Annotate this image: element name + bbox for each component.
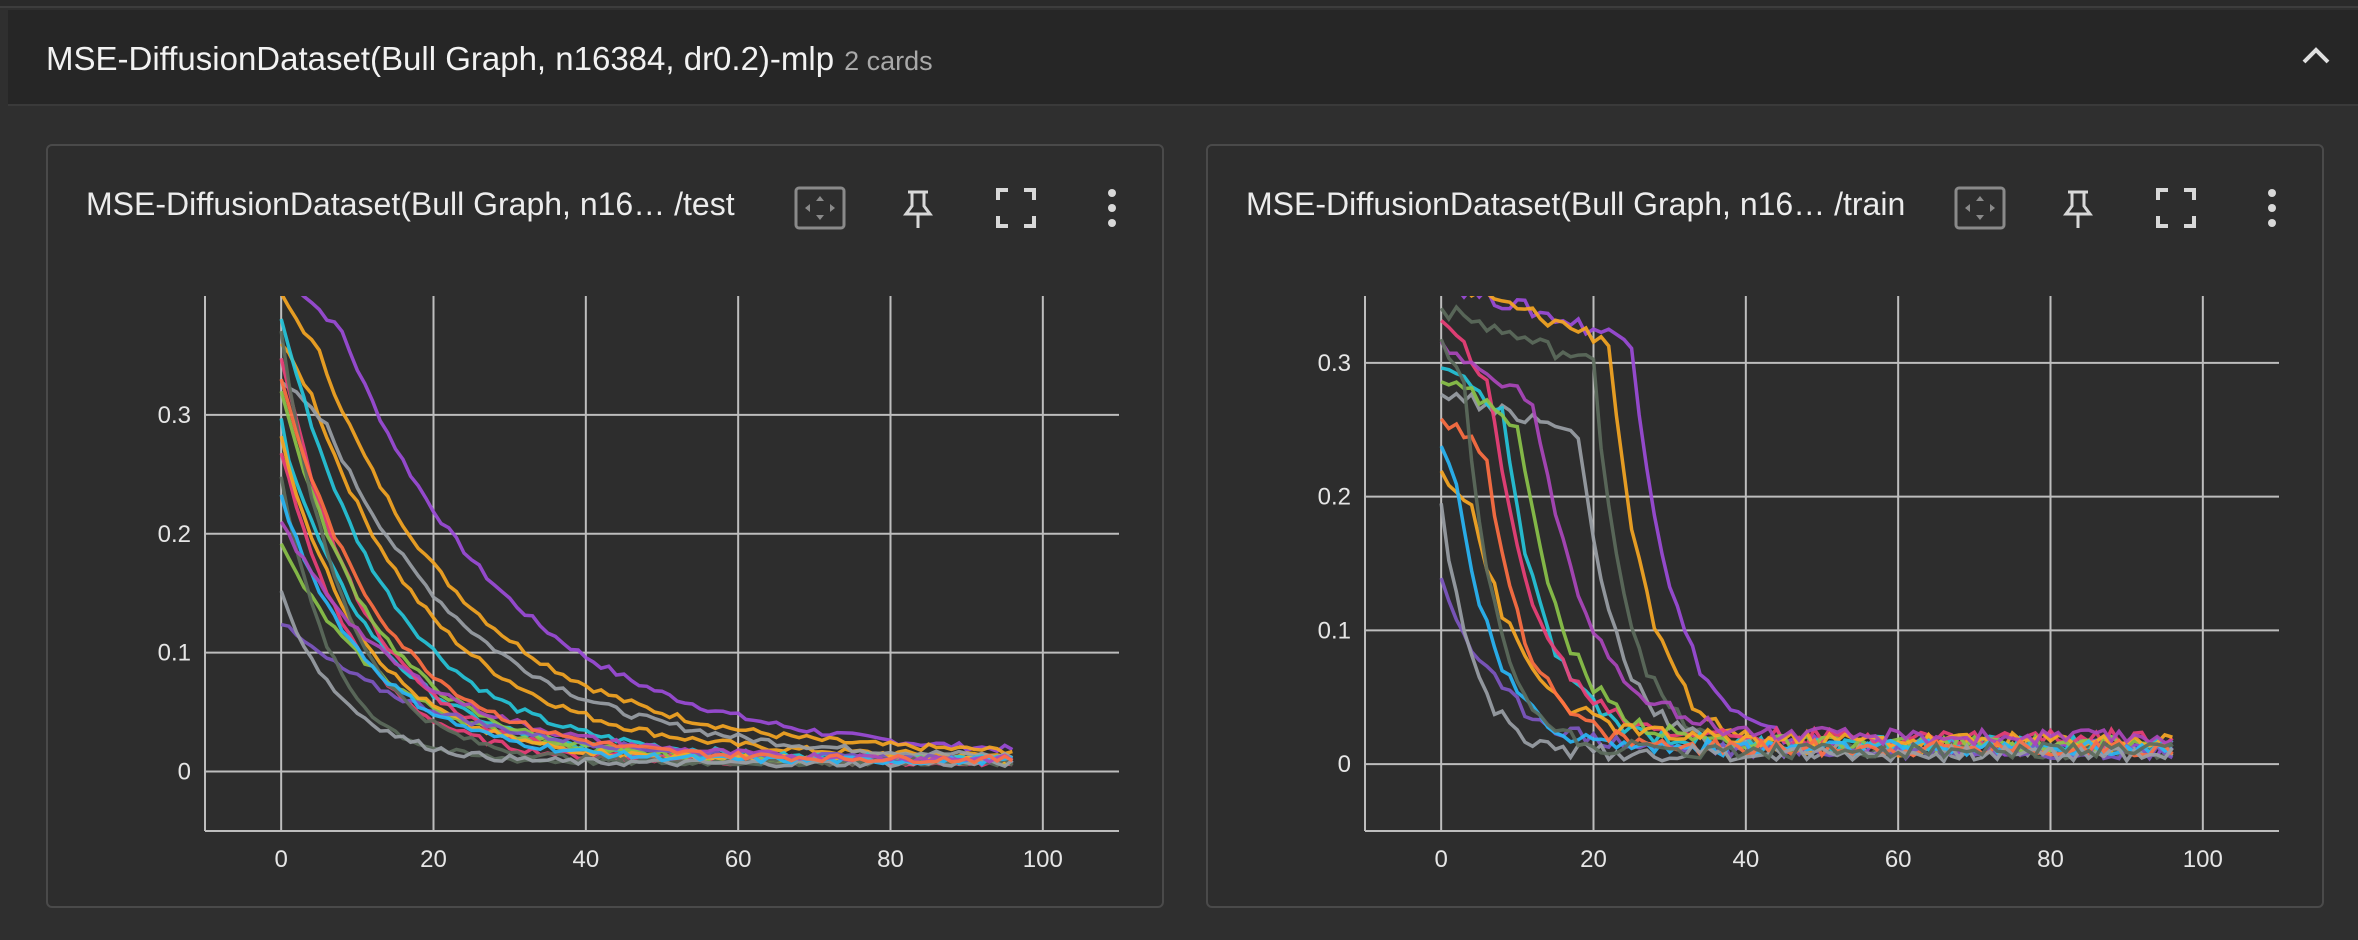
y-tick-label: 0.1 [1318,617,1351,644]
series-line [280,296,1013,756]
fit-domain-icon[interactable] [1952,180,2008,236]
y-tick-label: 0.1 [158,640,191,667]
series-group [1439,296,2174,765]
series-line [300,296,1014,754]
y-tick-label: 0.3 [1318,350,1351,377]
line-chart-train[interactable]: 0 20 40 60 80 100 0 0.1 0.2 0.3 [1208,258,2322,908]
series-line [1440,391,2174,761]
x-tick-label: 60 [725,846,752,873]
series-line [279,378,1014,765]
collapse-chevron-icon[interactable] [2296,36,2336,76]
line-chart-test[interactable]: 0 20 40 60 80 100 0 0.1 0.2 0.3 [48,258,1162,908]
y-tick-label: 0.2 [1318,484,1351,511]
x-tick-label: 100 [2183,846,2223,873]
x-tick-label: 0 [274,846,287,873]
x-tick-label: 80 [877,846,904,873]
group-title: MSE-DiffusionDataset(Bull Graph, n16384,… [46,40,933,78]
series-line [279,342,1013,761]
fit-domain-icon[interactable] [792,180,848,236]
fullscreen-icon[interactable] [2148,180,2204,236]
y-tick-label: 0 [178,759,191,786]
scalar-card-train: MSE-DiffusionDataset(Bull Graph, n16… /t… [1206,144,2324,908]
card-group-header[interactable]: MSE-DiffusionDataset(Bull Graph, n16384,… [8,10,2358,106]
x-tick-label: 0 [1434,846,1447,873]
series-group [279,296,1014,769]
y-tick-label: 0 [1338,751,1351,778]
series-line [279,494,1013,767]
top-divider [0,0,2358,8]
x-tick-label: 60 [1885,846,1912,873]
x-tick-label: 40 [572,846,599,873]
x-tick-label: 100 [1023,846,1063,873]
x-tick-label: 40 [1732,846,1759,873]
y-tick-label: 0.3 [158,402,191,429]
y-tick-label: 0.2 [158,521,191,548]
x-tick-label: 20 [1580,846,1607,873]
group-title-text: MSE-DiffusionDataset(Bull Graph, n16384,… [46,40,835,77]
more-vert-icon[interactable] [2244,180,2300,236]
x-tick-label: 20 [420,846,447,873]
series-line [279,476,1014,768]
card-title: MSE-DiffusionDataset(Bull Graph, n16… /t… [86,186,735,222]
pin-icon[interactable] [2050,180,2106,236]
fullscreen-icon[interactable] [988,180,1044,236]
series-line [1439,417,2174,759]
series-line [279,418,1014,765]
series-line [279,590,1014,769]
series-line [1439,338,2174,761]
group-card-count: 2 cards [844,46,933,76]
card-title: MSE-DiffusionDataset(Bull Graph, n16… /t… [1246,186,1906,222]
series-line [280,380,1014,760]
series-line [279,330,1014,767]
series-line [1440,380,2174,756]
more-vert-icon[interactable] [1084,180,1140,236]
pin-icon[interactable] [890,180,946,236]
scalar-card-test: MSE-DiffusionDataset(Bull Graph, n16… /t… [46,144,1164,908]
series-line [1439,503,2174,765]
series-line [1439,470,2173,750]
series-line [1439,340,2173,748]
x-tick-label: 80 [2037,846,2064,873]
